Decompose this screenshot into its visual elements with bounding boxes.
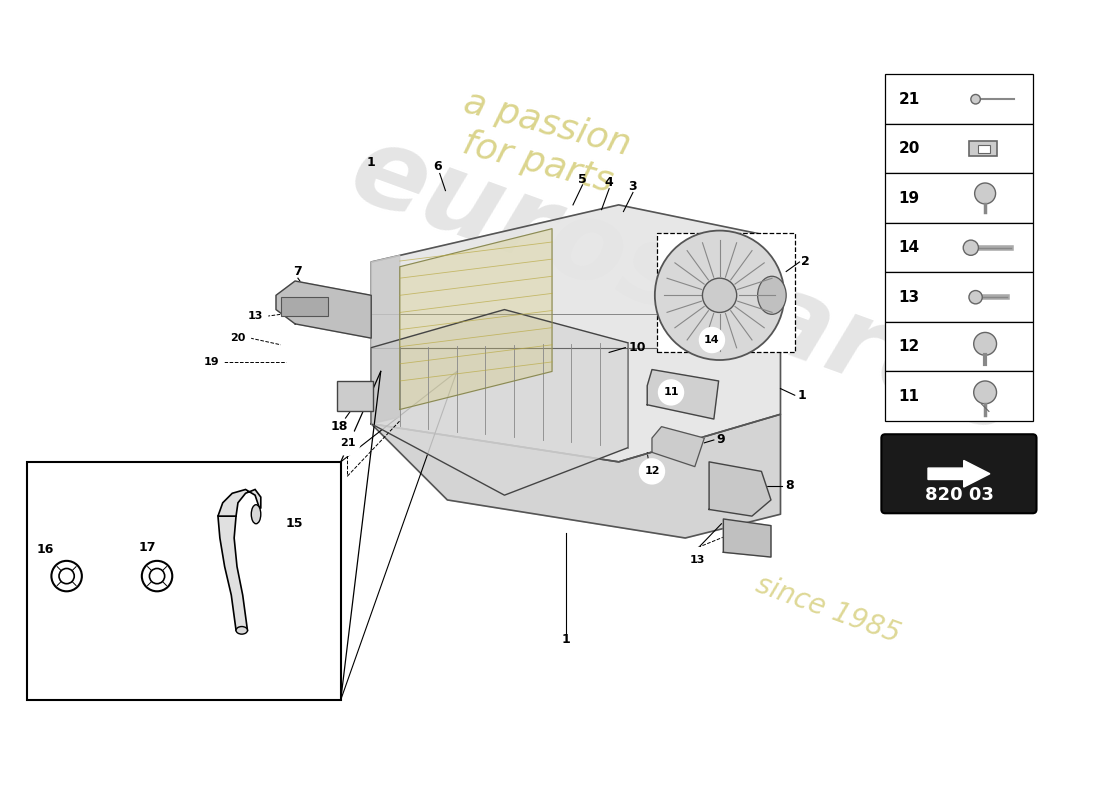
Text: 18: 18 xyxy=(330,420,348,433)
Circle shape xyxy=(964,240,979,255)
Bar xyxy=(26,462,341,700)
Circle shape xyxy=(685,547,710,572)
Text: 2: 2 xyxy=(802,255,811,269)
Text: since 1985: since 1985 xyxy=(752,570,904,649)
Bar xyxy=(886,74,1033,124)
Text: 20: 20 xyxy=(899,142,920,156)
Polygon shape xyxy=(371,255,399,424)
FancyBboxPatch shape xyxy=(881,434,1036,514)
Polygon shape xyxy=(724,519,771,557)
Text: 14: 14 xyxy=(704,335,719,345)
Ellipse shape xyxy=(758,276,786,314)
Bar xyxy=(886,273,1033,322)
Text: 16: 16 xyxy=(37,543,54,556)
Text: 17: 17 xyxy=(139,541,156,554)
Polygon shape xyxy=(710,462,771,516)
Circle shape xyxy=(971,94,980,104)
Text: 11: 11 xyxy=(663,387,679,398)
Text: 15: 15 xyxy=(286,518,302,530)
Bar xyxy=(886,371,1033,421)
Circle shape xyxy=(243,304,267,329)
Circle shape xyxy=(969,290,982,304)
Text: 14: 14 xyxy=(899,240,920,255)
Text: 19: 19 xyxy=(899,190,920,206)
Circle shape xyxy=(974,333,997,355)
Text: 13: 13 xyxy=(248,311,263,322)
Ellipse shape xyxy=(236,626,248,634)
Polygon shape xyxy=(218,516,248,630)
Text: 4: 4 xyxy=(605,177,614,190)
Bar xyxy=(969,141,998,156)
Text: 1: 1 xyxy=(798,389,806,402)
Polygon shape xyxy=(647,370,718,419)
Ellipse shape xyxy=(251,505,261,524)
Circle shape xyxy=(336,430,360,455)
Text: 10: 10 xyxy=(628,341,646,354)
Circle shape xyxy=(975,183,996,204)
Text: 12: 12 xyxy=(899,339,920,354)
Text: 19: 19 xyxy=(204,357,219,367)
Circle shape xyxy=(703,278,737,313)
Bar xyxy=(886,322,1033,371)
Circle shape xyxy=(142,561,173,591)
Circle shape xyxy=(639,459,664,484)
Bar xyxy=(280,298,329,316)
Text: 1: 1 xyxy=(562,634,571,646)
Circle shape xyxy=(150,569,165,584)
Polygon shape xyxy=(371,205,781,462)
Circle shape xyxy=(199,350,223,374)
Text: 20: 20 xyxy=(230,333,245,343)
Text: 12: 12 xyxy=(645,466,660,476)
Bar xyxy=(886,124,1033,174)
Text: 13: 13 xyxy=(690,555,705,565)
Text: 7: 7 xyxy=(294,265,302,278)
Text: 9: 9 xyxy=(717,434,725,446)
Text: 8: 8 xyxy=(785,479,794,492)
Polygon shape xyxy=(371,414,781,538)
Text: a passion
for parts: a passion for parts xyxy=(450,86,635,201)
Bar xyxy=(886,223,1033,273)
Polygon shape xyxy=(276,281,371,338)
Text: 5: 5 xyxy=(579,173,587,186)
Circle shape xyxy=(974,381,997,404)
Circle shape xyxy=(659,380,683,405)
Circle shape xyxy=(52,561,81,591)
Text: 21: 21 xyxy=(340,438,355,448)
Polygon shape xyxy=(928,461,990,487)
Polygon shape xyxy=(218,490,261,516)
Circle shape xyxy=(700,328,724,353)
Text: 6: 6 xyxy=(433,160,442,174)
Text: 820 03: 820 03 xyxy=(924,486,993,504)
Text: 1: 1 xyxy=(366,155,375,169)
Text: 3: 3 xyxy=(628,180,637,194)
Polygon shape xyxy=(652,426,704,466)
Bar xyxy=(337,381,373,411)
Polygon shape xyxy=(371,310,628,495)
Circle shape xyxy=(59,569,74,584)
Text: eurospares: eurospares xyxy=(337,115,1034,456)
Text: 11: 11 xyxy=(899,389,920,404)
Circle shape xyxy=(226,326,251,350)
Bar xyxy=(657,234,795,353)
Polygon shape xyxy=(399,229,552,410)
Text: 13: 13 xyxy=(899,290,920,305)
Bar xyxy=(886,174,1033,223)
Circle shape xyxy=(654,230,784,360)
Text: 21: 21 xyxy=(899,92,920,106)
Bar xyxy=(979,145,990,153)
